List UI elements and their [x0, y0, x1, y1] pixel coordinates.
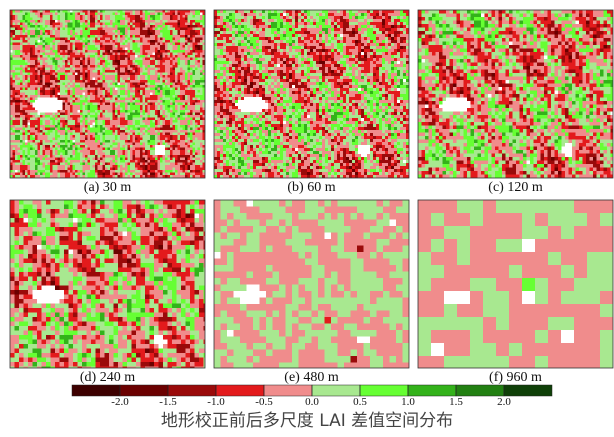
map-cells	[10, 10, 205, 178]
colorbar-tick-label: 1.5	[449, 396, 463, 408]
map-cells	[418, 10, 613, 175]
panel-caption: (c) 120 m	[488, 180, 543, 195]
map-panel	[9, 199, 206, 369]
map-cells	[10, 10, 205, 178]
map-cells	[10, 10, 205, 178]
panel-caption: (f) 960 m	[489, 370, 542, 385]
panel-caption: (e) 480 m	[284, 370, 339, 385]
colorbar-tick-label: 0.5	[353, 396, 367, 408]
map-cells	[522, 278, 535, 291]
colorbar-segment	[503, 384, 553, 397]
colorbar-tick-label: 1.0	[401, 396, 415, 408]
colorbar-tick-label: -1.5	[159, 396, 177, 408]
colorbar-tick-label: -1.0	[207, 396, 225, 408]
map-border	[417, 9, 614, 179]
colorbar-segment	[263, 384, 313, 397]
colorbar-tick-label: 2.0	[497, 396, 511, 408]
colorbar-segment	[119, 384, 169, 397]
map-cells	[220, 19, 403, 175]
colorbar-segment	[167, 384, 217, 397]
colorbar-tick-label: 0.0	[305, 396, 319, 408]
panel-caption: (b) 60 m	[287, 180, 335, 195]
map-border	[417, 199, 614, 369]
colorbar-segment	[215, 384, 265, 397]
panel-caption: (d) 240 m	[80, 370, 135, 385]
map-panel	[417, 199, 614, 369]
colorbar-segment	[455, 384, 505, 397]
map-border	[9, 199, 206, 369]
colorbar-segment	[311, 384, 361, 397]
map-cells	[418, 10, 613, 178]
map-cells	[10, 200, 205, 368]
map-cells	[418, 200, 613, 368]
map-panel	[213, 9, 410, 179]
map-cells	[10, 200, 205, 368]
map-cells	[14, 200, 204, 368]
colorbar-segment	[407, 384, 457, 397]
map-cells	[10, 200, 205, 368]
map-cells	[324, 317, 331, 324]
panel-caption: (a) 30 m	[84, 180, 132, 195]
map-border	[213, 199, 410, 369]
map-border	[9, 9, 206, 179]
colorbar-tick-label: -2.0	[111, 396, 129, 408]
map-cells	[214, 200, 409, 368]
map-panel	[213, 199, 410, 369]
map-cells	[214, 10, 409, 175]
colorbar-segment	[71, 384, 121, 397]
map-cells	[418, 10, 613, 178]
map-border	[213, 9, 410, 179]
map-cells	[10, 200, 205, 368]
map-panel	[9, 9, 206, 179]
map-cells	[214, 10, 409, 178]
map-cells	[10, 10, 205, 178]
map-cells	[418, 200, 613, 368]
colorbar-tick-label: -0.5	[255, 396, 273, 408]
map-nodata	[431, 239, 574, 356]
map-cells	[214, 200, 409, 368]
map-cells	[10, 10, 205, 178]
map-panel	[417, 9, 614, 179]
colorbar-segment	[359, 384, 409, 397]
map-cells	[10, 10, 205, 178]
figure-caption: 地形校正前后多尺度 LAI 差值空间分布	[161, 411, 453, 431]
